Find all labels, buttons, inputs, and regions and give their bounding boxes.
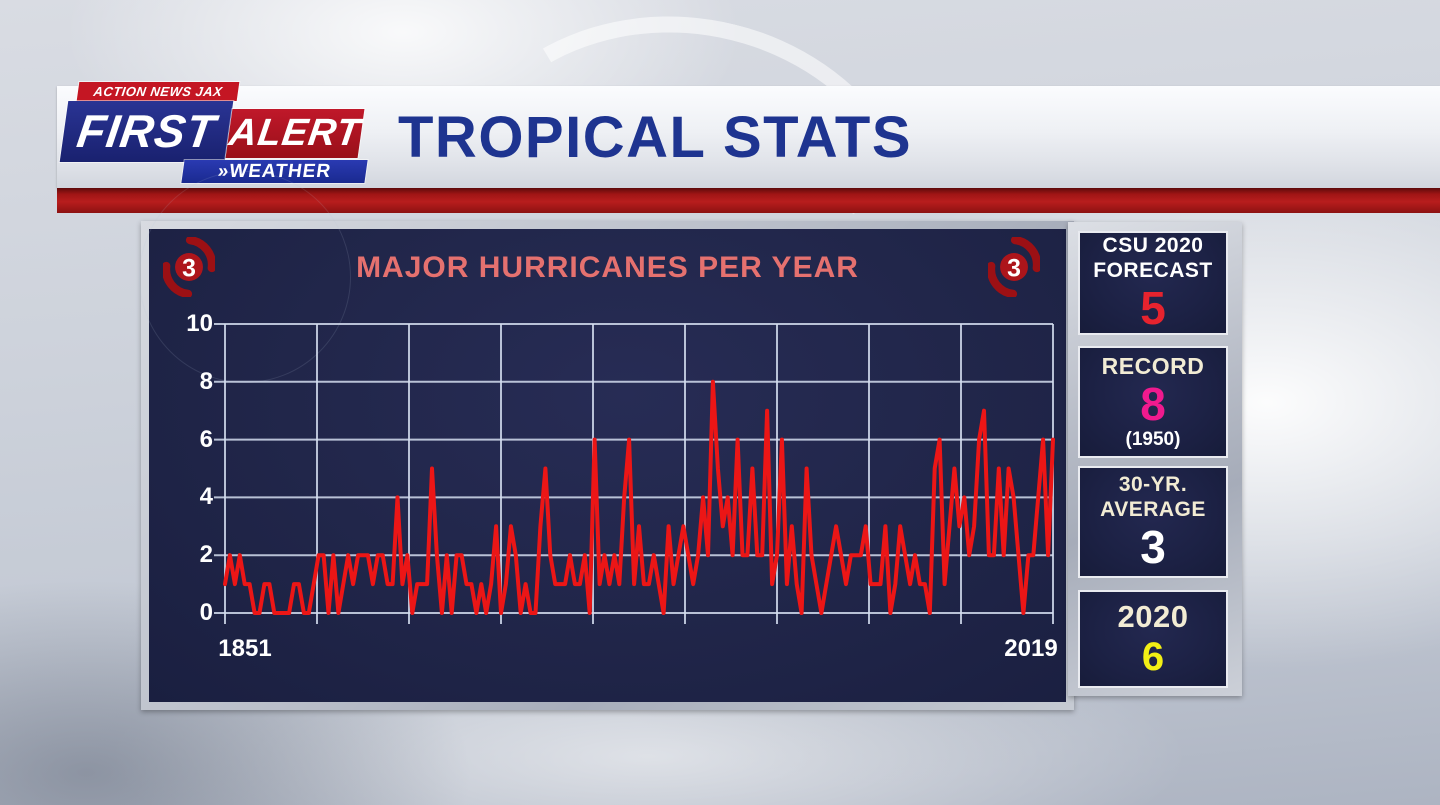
stat-value: 6	[1141, 635, 1165, 679]
chart-panel: MAJOR HURRICANES PER YEAR 3 3 10 8 6 4 2…	[139, 171, 1066, 702]
stat-label: 2020	[1117, 599, 1189, 634]
stat-label: CSU 2020	[1102, 234, 1204, 257]
hurricane-icon: 3	[163, 237, 215, 297]
stat-note: (1950)	[1125, 428, 1181, 450]
stat-value: 8	[1140, 377, 1166, 430]
y-axis-tick-8: 8	[199, 368, 213, 395]
stat-panel-2020: 2020 6	[1078, 590, 1228, 688]
hurricane-icon: 3	[988, 237, 1040, 297]
chart-frame: MAJOR HURRICANES PER YEAR 3 3 10 8 6 4 2…	[139, 171, 1074, 710]
stat-value: 5	[1140, 282, 1166, 334]
y-axis-tick-4: 4	[199, 483, 213, 510]
hurricane-category-label: 3	[1007, 255, 1021, 282]
hurricane-category-label: 3	[182, 255, 196, 282]
page-title: TROPICAL STATS	[398, 105, 912, 170]
data-line	[223, 379, 1055, 615]
x-axis-start-year: 1851	[218, 635, 272, 662]
stat-panel-30yr-average: 30-YR. AVERAGE 3	[1078, 466, 1228, 578]
chart-title: MAJOR HURRICANES PER YEAR	[356, 251, 859, 284]
stat-label: RECORD	[1101, 352, 1205, 379]
stat-column: CSU 2020 FORECAST 5 RECORD 8 (1950) 30-Y…	[1068, 222, 1242, 696]
y-axis-tick-6: 6	[199, 426, 213, 453]
stat-panel-record: RECORD 8 (1950)	[1078, 346, 1228, 458]
y-axis-tick-0: 0	[199, 599, 213, 626]
stat-label: 30-YR.	[1118, 473, 1188, 496]
stat-label: FORECAST	[1093, 259, 1213, 282]
x-axis-end-year: 2019	[1004, 635, 1058, 662]
stat-label: AVERAGE	[1100, 498, 1206, 521]
y-axis-tick-2: 2	[199, 541, 213, 568]
y-axis-tick-10: 10	[186, 310, 213, 337]
logo-first: FIRST	[59, 101, 234, 162]
hurricanes-line-chart	[214, 323, 1055, 624]
stat-value: 3	[1140, 521, 1166, 573]
stat-panel-csu-forecast: CSU 2020 FORECAST 5	[1078, 231, 1228, 335]
logo-alert: ALERT	[225, 109, 365, 158]
station-tagline: ACTION NEWS JAX	[76, 82, 240, 101]
